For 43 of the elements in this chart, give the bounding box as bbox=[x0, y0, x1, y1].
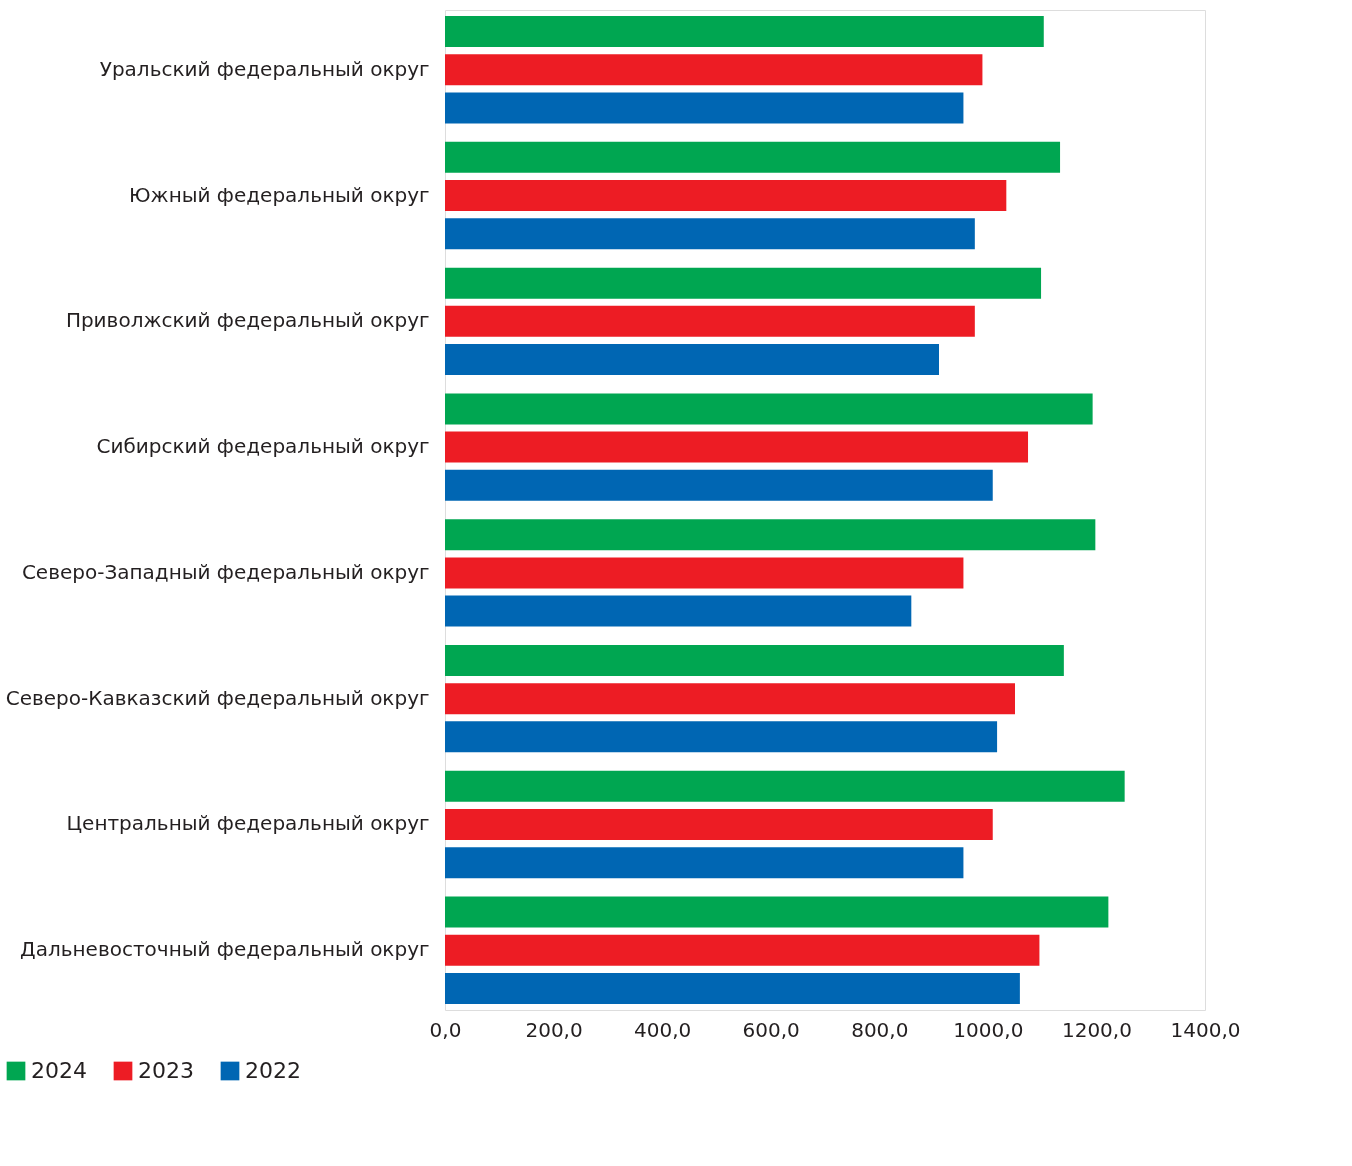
bar bbox=[445, 92, 964, 124]
x-tick-label: 400,0 bbox=[634, 1017, 692, 1042]
bar bbox=[445, 141, 1061, 173]
bar bbox=[445, 972, 1020, 1004]
y-tick-label: Северо-Кавказский федеральный округ bbox=[5, 685, 430, 710]
legend-label: 2024 bbox=[31, 1058, 87, 1083]
y-tick-label: Южный федеральный округ bbox=[129, 182, 430, 207]
x-tick-label: 1200,0 bbox=[1061, 1017, 1132, 1042]
bar bbox=[445, 344, 939, 376]
legend-label: 2023 bbox=[138, 1058, 194, 1083]
x-tick-label: 1400,0 bbox=[1170, 1017, 1241, 1042]
bar bbox=[445, 808, 993, 840]
x-tick-label: 1000,0 bbox=[953, 1017, 1024, 1042]
bar bbox=[445, 721, 998, 753]
bar bbox=[445, 469, 993, 501]
bar bbox=[445, 770, 1125, 802]
x-tick-label: 800,0 bbox=[851, 1017, 909, 1042]
bar bbox=[445, 180, 1007, 212]
x-tick-label: 200,0 bbox=[525, 1017, 583, 1042]
y-tick-label: Приволжский федеральный округ bbox=[65, 308, 430, 333]
legend-label: 2022 bbox=[245, 1058, 301, 1083]
y-tick-label: Уральский федеральный округ bbox=[99, 56, 430, 81]
bar bbox=[445, 54, 983, 86]
bar bbox=[445, 267, 1042, 299]
bar bbox=[445, 16, 1044, 48]
bar bbox=[445, 595, 912, 627]
y-tick-label: Сибирский федеральный округ bbox=[96, 434, 430, 459]
bar bbox=[445, 847, 964, 879]
bar bbox=[445, 393, 1093, 425]
y-tick-label: Северо-Западный федеральный округ bbox=[21, 559, 430, 584]
bar bbox=[445, 896, 1109, 928]
bar bbox=[445, 305, 975, 337]
bar bbox=[445, 431, 1029, 463]
bar bbox=[445, 519, 1096, 551]
bar bbox=[445, 644, 1064, 676]
bar bbox=[445, 557, 964, 589]
bar bbox=[445, 934, 1040, 966]
x-tick-label: 600,0 bbox=[742, 1017, 800, 1042]
bar bbox=[445, 683, 1015, 715]
bar bbox=[445, 218, 975, 250]
x-tick-label: 0,0 bbox=[429, 1017, 462, 1042]
y-tick-label: Центральный федеральный округ bbox=[66, 811, 430, 836]
y-tick-label: Дальневосточный федеральный округ bbox=[20, 937, 430, 962]
